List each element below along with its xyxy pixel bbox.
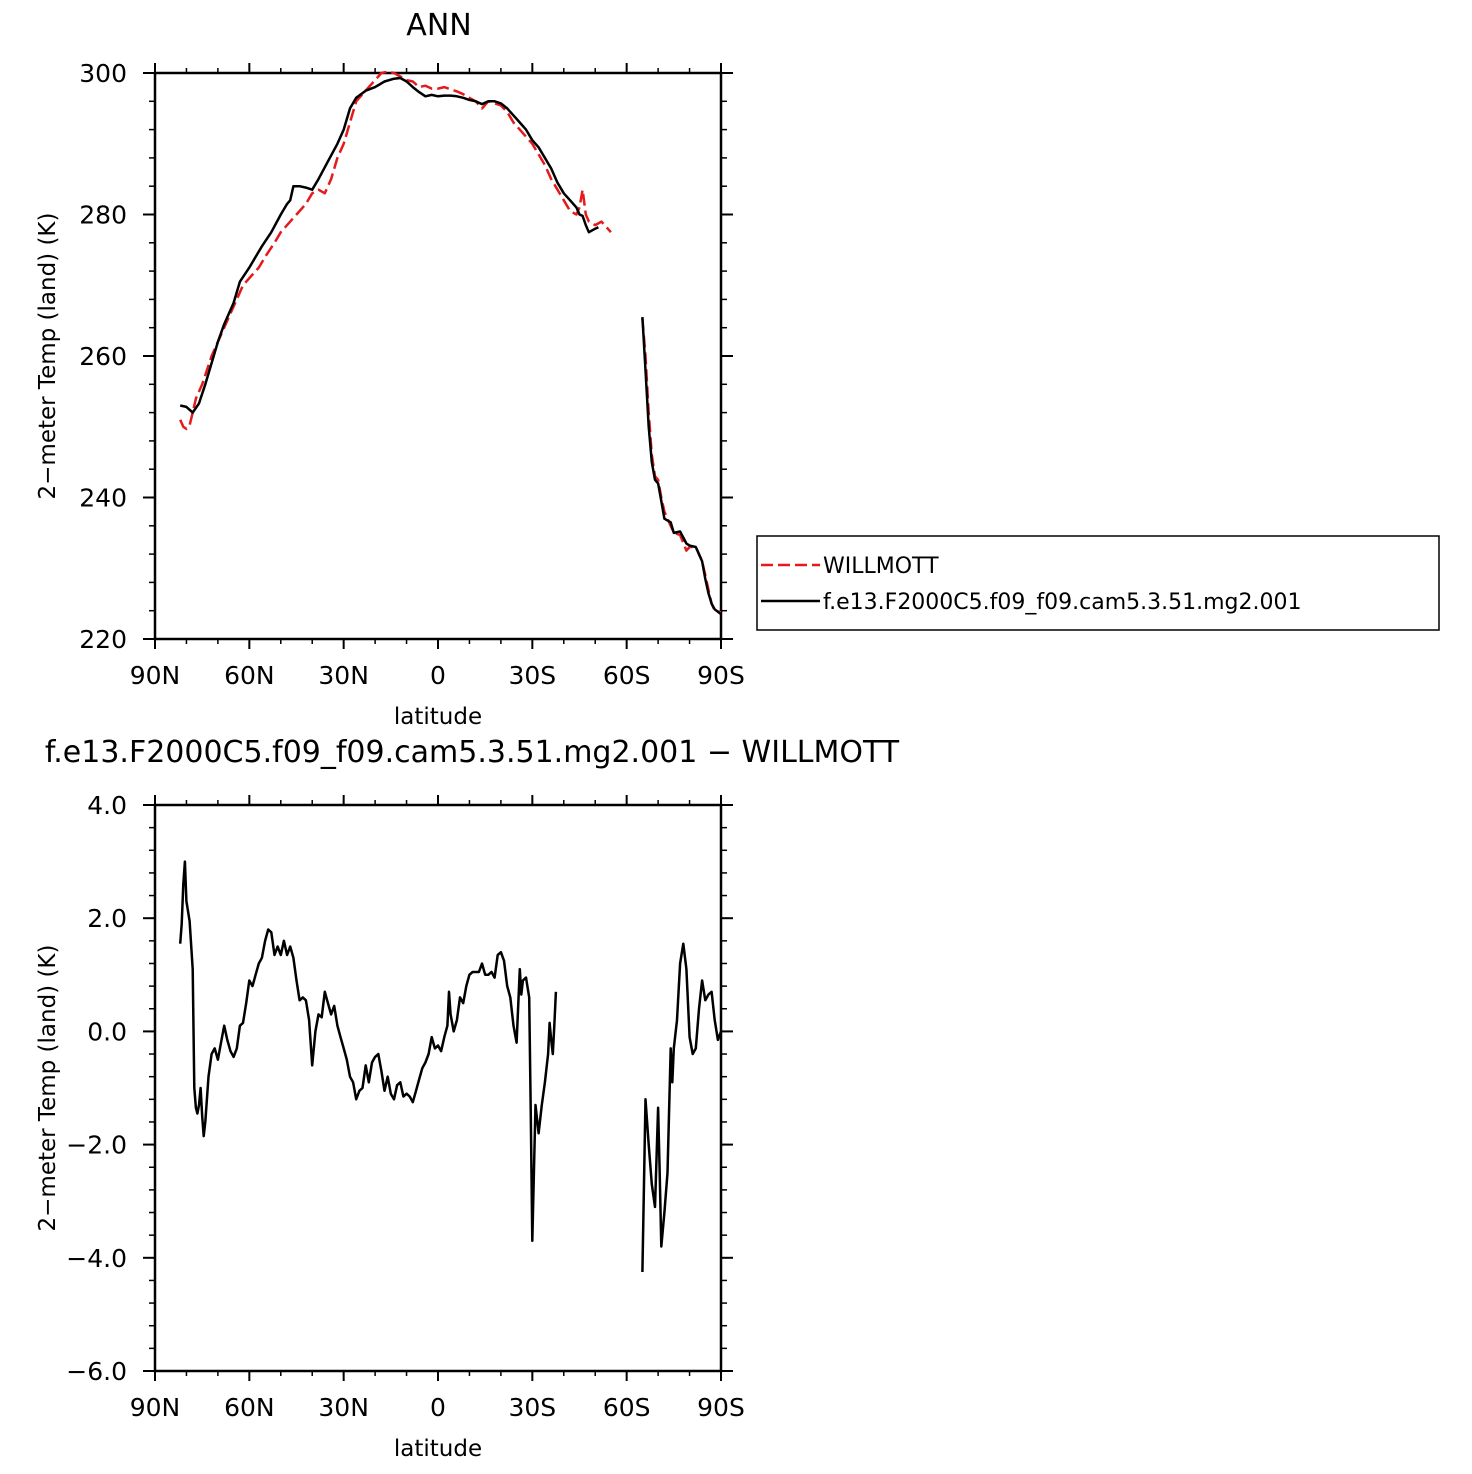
panel-2: 90N 60N 30N 0 30S 60S 90S −6.0 −4.0 −2.0 0.0 2.0 4.0… [35,735,900,1462]
series-line-2-segment-1 [179,76,599,414]
x-tick-label: 60N [224,661,275,690]
y-tick-label: 4.0 [87,791,127,820]
x-tick-label: 30S [508,661,556,690]
y-tick-label: −4.0 [66,1244,127,1273]
y-tick-label: 280 [79,201,127,230]
chart-title: f.e13.F2000C5.f09_f09.cam5.3.51.mg2.001 … [45,735,900,770]
legend: WILLMOTT f.e13.F2000C5.f09_f09.cam5.3.51.… [756,535,1440,631]
x-tick-label: 30S [508,1393,556,1422]
x-tick-label: 90S [697,1393,745,1422]
y-tick-label: 240 [79,484,127,513]
y-tick-label: 300 [79,59,127,88]
plot-frame [153,71,723,641]
x-tick-label: 90N [130,661,181,690]
series-line-2-segment-2 [641,317,721,616]
y-tick-label: 260 [79,342,127,371]
plot-frame [153,803,723,1373]
panel-1: 90N 60N 30N 0 30S 60S 90S 220 240 260 280 300 ANN lat… [35,8,1440,730]
chart-title: ANN [406,8,471,43]
y-tick-label: −6.0 [66,1357,127,1386]
x-tick-label: 60S [603,1393,651,1422]
x-tick-label: 90S [697,661,745,690]
y-tick-label: 220 [79,625,127,654]
legend-label: f.e13.F2000C5.f09_f09.cam5.3.51.mg2.001 [823,590,1301,615]
series-line-1-segment-2 [641,942,721,1273]
x-tick-label: 0 [430,1393,446,1422]
x-axis-label: latitude [394,1436,482,1462]
legend-label: WILLMOTT [823,554,939,579]
series-line-1-segment-1 [178,860,558,1243]
legend-box [756,535,1440,631]
x-tick-label: 60S [603,661,651,690]
x-tick-label: 30N [318,661,369,690]
y-tick-label: 0.0 [87,1017,127,1046]
x-tick-label: 60N [224,1393,275,1422]
x-tick-label: 30N [318,1393,369,1422]
y-tick-label: −2.0 [66,1131,127,1160]
y-axis-label: 2−meter Temp (land) (K) [35,213,61,500]
y-axis-label: 2−meter Temp (land) (K) [35,945,61,1232]
y-tick-label: 2.0 [87,904,127,933]
series-line-1-segment-2 [641,318,721,614]
x-axis-label: latitude [394,704,482,730]
x-tick-label: 90N [130,1393,181,1422]
x-tick-label: 0 [430,661,446,690]
series-line-1-segment-1 [179,71,612,431]
